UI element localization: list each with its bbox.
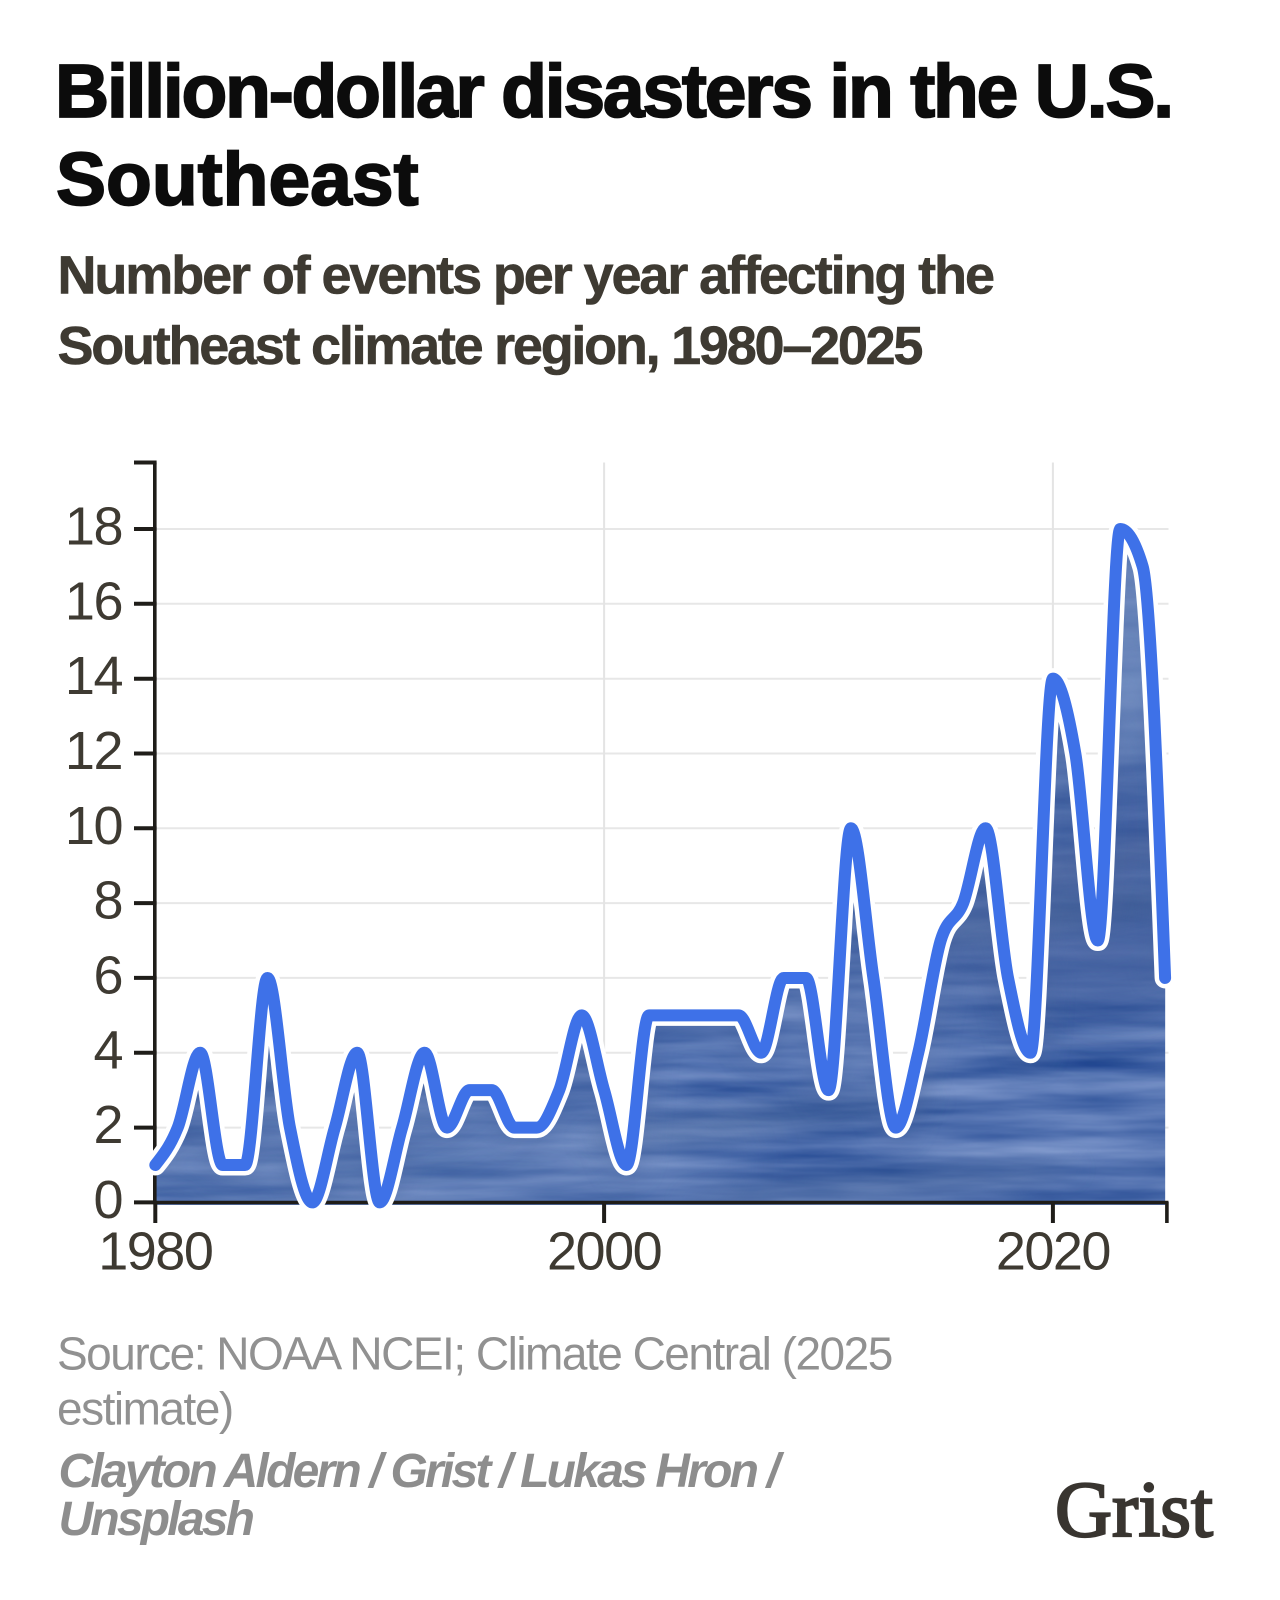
svg-text:12: 12 [65, 721, 122, 781]
svg-text:8: 8 [93, 871, 122, 931]
svg-text:1980: 1980 [98, 1222, 212, 1282]
svg-text:Unsplash: Unsplash [59, 1493, 254, 1546]
svg-text:16: 16 [65, 571, 122, 631]
svg-text:Source: NOAA NCEI; Climate Cen: Source: NOAA NCEI; Climate Central (2025 [57, 1328, 892, 1380]
svg-text:2: 2 [93, 1095, 122, 1155]
svg-text:Billion-dollar disasters in th: Billion-dollar disasters in the U.S. [55, 49, 1172, 133]
svg-text:6: 6 [93, 945, 122, 1005]
svg-text:Clayton Aldern / Grist / Lukas: Clayton Aldern / Grist / Lukas Hron / [59, 1445, 785, 1498]
svg-text:Southeast: Southeast [56, 137, 419, 221]
svg-text:2020: 2020 [996, 1222, 1110, 1282]
svg-text:4: 4 [93, 1020, 122, 1080]
svg-text:14: 14 [65, 646, 123, 706]
svg-text:10: 10 [65, 796, 122, 856]
svg-text:18: 18 [65, 497, 122, 557]
svg-text:2000: 2000 [547, 1222, 661, 1282]
svg-text:estimate): estimate) [57, 1383, 233, 1435]
svg-text:Southeast climate region, 1980: Southeast climate region, 1980–2025 [58, 316, 923, 376]
svg-text:0: 0 [93, 1170, 122, 1230]
svg-text:Number of events per year affe: Number of events per year affecting the [58, 246, 994, 306]
svg-text:Grist: Grist [1055, 1467, 1213, 1554]
